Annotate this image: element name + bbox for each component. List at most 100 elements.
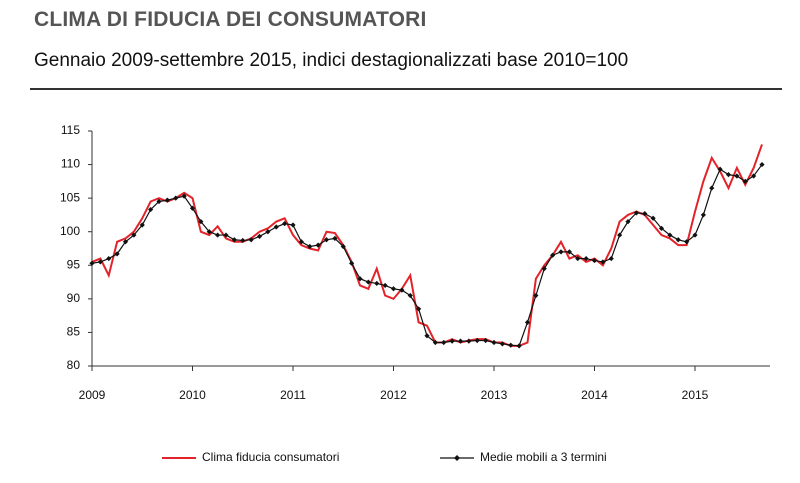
series-marker	[357, 276, 363, 282]
series-marker	[717, 166, 723, 172]
series-marker	[692, 232, 698, 238]
series-marker	[725, 172, 732, 178]
x-tick-label: 2010	[179, 388, 206, 402]
series-marker	[658, 225, 665, 231]
series-marker	[600, 259, 606, 265]
series-marker	[248, 237, 254, 243]
series-marker	[625, 219, 631, 225]
series-marker	[273, 224, 279, 230]
series-marker	[759, 161, 765, 168]
series-marker	[558, 249, 564, 255]
series-marker	[541, 266, 547, 272]
legend-label: Medie mobili a 3 termini	[480, 450, 607, 464]
series-marker	[617, 232, 623, 238]
series-marker	[566, 249, 572, 255]
series-marker	[156, 198, 162, 205]
series-marker	[382, 282, 388, 289]
series-marker	[164, 197, 170, 203]
series-marker	[307, 243, 313, 250]
series-line	[91, 144, 763, 347]
y-tick-label: 110	[61, 157, 80, 171]
series-marker	[181, 193, 187, 199]
series-marker	[633, 210, 639, 216]
series-marker	[106, 255, 112, 262]
series-marker	[340, 243, 346, 250]
series-marker	[282, 221, 288, 227]
series-marker	[122, 239, 129, 245]
series-marker	[315, 242, 321, 248]
x-tick-label: 2009	[79, 388, 106, 402]
series-marker	[424, 333, 430, 339]
series-marker	[173, 195, 179, 201]
series-marker	[349, 260, 355, 266]
x-tick-label: 2015	[682, 388, 709, 402]
series-marker	[751, 173, 757, 179]
series-marker	[89, 260, 95, 266]
series-marker	[399, 287, 405, 293]
x-tick-label: 2011	[280, 388, 306, 402]
series-marker	[298, 239, 304, 245]
series-marker	[667, 232, 673, 238]
series-marker	[148, 206, 154, 213]
y-tick-label: 105	[60, 190, 80, 204]
series-marker	[290, 222, 296, 228]
series-marker	[231, 237, 237, 243]
y-tick-label: 100	[60, 224, 80, 238]
series-marker	[508, 342, 514, 348]
series-marker	[575, 255, 581, 262]
series-marker	[323, 237, 330, 243]
series-marker	[550, 252, 556, 258]
series-marker	[650, 215, 656, 221]
series-marker	[742, 178, 748, 184]
series-marker	[206, 229, 212, 235]
series-marker	[215, 232, 221, 238]
x-tick-label: 2014	[581, 388, 608, 402]
series-marker	[198, 219, 204, 225]
y-tick-label: 115	[61, 123, 80, 137]
series-marker	[524, 319, 531, 325]
series-marker	[441, 339, 447, 346]
series-marker	[474, 337, 480, 344]
series-marker	[139, 222, 145, 228]
series-marker	[432, 339, 438, 346]
chart-title: CLIMA DI FIDUCIA DEI CONSUMATORI	[34, 8, 427, 31]
series-marker	[416, 306, 422, 312]
series-marker	[499, 341, 505, 347]
y-tick-label: 85	[67, 325, 81, 339]
series-marker	[449, 338, 455, 344]
x-tick-label: 2012	[380, 388, 407, 402]
series-marker	[516, 343, 522, 349]
series-marker	[256, 233, 263, 240]
series-marker	[114, 251, 120, 257]
y-tick-label: 90	[67, 291, 81, 305]
x-tick-label: 2013	[481, 388, 508, 402]
series-marker	[131, 232, 137, 238]
series-marker	[457, 338, 464, 344]
y-tick-label: 80	[67, 358, 81, 372]
series-marker	[583, 255, 589, 262]
y-tick-label: 95	[67, 257, 81, 271]
chart-subtitle: Gennaio 2009-settembre 2015, indici dest…	[34, 50, 629, 71]
series-marker	[332, 235, 338, 242]
series-marker	[407, 292, 413, 299]
series-marker	[533, 292, 539, 299]
series-marker	[684, 239, 690, 245]
series-marker	[608, 255, 614, 262]
series-marker	[466, 338, 472, 344]
series-marker	[709, 185, 715, 191]
series-marker	[642, 210, 648, 217]
series-marker	[223, 232, 229, 238]
series-marker	[189, 205, 196, 211]
series-marker	[97, 259, 103, 265]
series-marker	[374, 280, 380, 287]
series-marker	[483, 337, 489, 344]
series-marker	[390, 286, 397, 292]
header-rule	[30, 88, 782, 90]
series-marker	[591, 257, 598, 264]
series-marker	[491, 339, 497, 346]
legend-label: Clima fiducia consumatori	[202, 450, 339, 464]
series-line	[91, 164, 763, 347]
series-marker	[675, 237, 681, 243]
